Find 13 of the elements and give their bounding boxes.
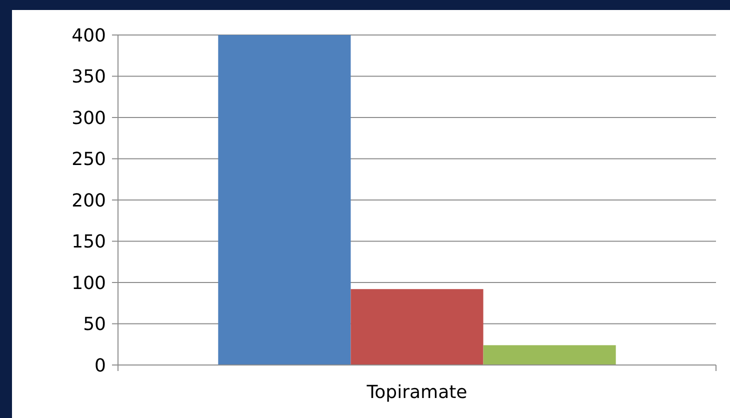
x-tick-label: Topiramate xyxy=(366,382,468,403)
y-tick-label: 100 xyxy=(72,272,106,294)
y-tick-label: 400 xyxy=(72,25,106,46)
bar xyxy=(218,35,351,365)
y-tick-label: 50 xyxy=(83,314,106,336)
y-tick-label: 350 xyxy=(72,66,106,88)
y-tick-label: 300 xyxy=(72,108,106,129)
y-tick-label: 0 xyxy=(94,355,106,376)
bar xyxy=(483,345,616,365)
y-tick-label: 150 xyxy=(72,232,106,253)
bar xyxy=(350,289,484,365)
y-tick-label: 200 xyxy=(72,190,106,212)
y-tick-label: 250 xyxy=(72,149,106,170)
